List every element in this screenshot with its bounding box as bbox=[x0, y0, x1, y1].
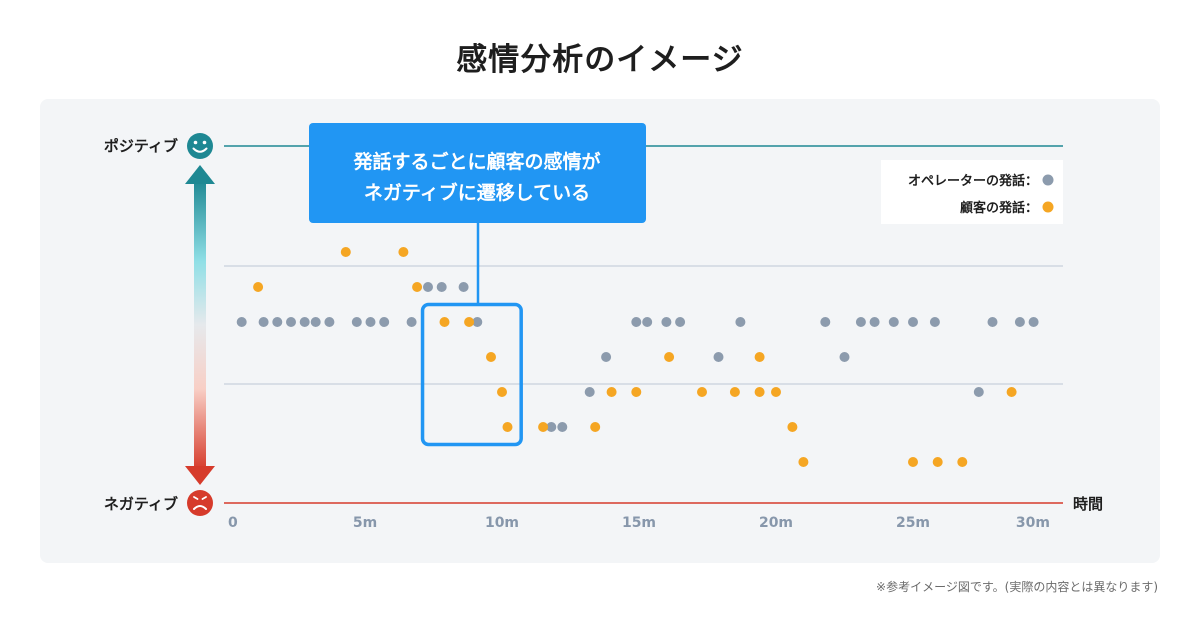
customer-point bbox=[697, 387, 707, 397]
customer-point bbox=[771, 387, 781, 397]
customer-point bbox=[439, 317, 450, 327]
frown-icon bbox=[187, 490, 213, 516]
customer-point bbox=[932, 457, 943, 467]
operator-point bbox=[351, 317, 362, 327]
customer-point bbox=[253, 282, 264, 292]
operator-point bbox=[987, 317, 998, 327]
customer-point bbox=[729, 387, 740, 397]
customer-point bbox=[798, 457, 809, 467]
customer-point bbox=[631, 387, 642, 397]
x-tick-label: 25m bbox=[896, 515, 930, 531]
operator-point bbox=[324, 317, 335, 327]
operator-point bbox=[546, 422, 557, 432]
customer-point bbox=[398, 247, 409, 257]
operator-point bbox=[379, 317, 390, 327]
legend-label-operator: オペレーターの発話： bbox=[908, 173, 1038, 189]
legend-box bbox=[881, 160, 1063, 224]
operator-point bbox=[423, 282, 433, 292]
y-label-positive: ポジティブ bbox=[104, 137, 178, 155]
operator-point bbox=[601, 352, 612, 362]
operator-point bbox=[888, 317, 899, 327]
operator-point bbox=[908, 317, 918, 327]
customer-point bbox=[606, 387, 617, 397]
footnote: ※参考イメージ図です。(実際の内容とは異なります) bbox=[876, 580, 1158, 594]
operator-point bbox=[310, 317, 321, 327]
y-label-negative: ネガティブ bbox=[104, 495, 178, 513]
operator-point bbox=[365, 317, 376, 327]
operator-point bbox=[286, 317, 296, 327]
x-ticks: 0 5m 10m 15m 20m 25m 30m bbox=[228, 515, 1050, 531]
callout-box bbox=[309, 123, 646, 223]
customer-point bbox=[340, 247, 351, 257]
operator-point bbox=[675, 317, 686, 327]
customer-point bbox=[497, 387, 507, 397]
operator-point bbox=[458, 282, 469, 292]
operator-point bbox=[258, 317, 269, 327]
callout: 発話するごとに顧客の感情がネガティブに遷移している bbox=[309, 123, 646, 306]
customer-point bbox=[502, 422, 513, 432]
operator-point bbox=[631, 317, 642, 327]
customer-point bbox=[957, 457, 968, 467]
sentiment-arrow-icon bbox=[185, 165, 215, 485]
operator-point bbox=[272, 317, 283, 327]
operator-point bbox=[973, 387, 984, 397]
legend-swatch-operator bbox=[1042, 174, 1054, 186]
legend-label-customer: 顧客の発話： bbox=[960, 200, 1038, 216]
operator-point bbox=[406, 317, 417, 327]
legend-swatch-customer bbox=[1042, 201, 1054, 213]
operator-point bbox=[1028, 317, 1039, 327]
customer-point bbox=[590, 422, 601, 432]
customer-point bbox=[464, 317, 475, 327]
customer-point bbox=[787, 422, 798, 432]
customer-point bbox=[538, 422, 549, 432]
operator-point bbox=[713, 352, 724, 362]
x-tick-label: 10m bbox=[485, 515, 519, 531]
operator-point bbox=[1014, 317, 1025, 327]
x-tick-label: 0 bbox=[228, 515, 238, 531]
callout-text: 発話するごとに顧客の感情がネガティブに遷移している bbox=[352, 150, 600, 204]
legend: オペレーターの発話： 顧客の発話： bbox=[881, 160, 1063, 224]
highlight-box bbox=[420, 302, 523, 447]
operator-point bbox=[661, 317, 672, 327]
operator-point bbox=[869, 317, 880, 327]
x-axis-label: 時間 bbox=[1073, 495, 1103, 513]
page-title: 感情分析のイメージ bbox=[456, 42, 744, 78]
operator-point bbox=[557, 422, 568, 432]
customer-series bbox=[253, 247, 1017, 467]
x-tick-label: 5m bbox=[353, 515, 377, 531]
operator-point bbox=[584, 387, 595, 397]
customer-point bbox=[664, 352, 675, 362]
operator-point bbox=[839, 352, 850, 362]
operator-point bbox=[472, 317, 483, 327]
smiley-icon bbox=[187, 133, 213, 159]
customer-point bbox=[412, 282, 423, 292]
operator-point bbox=[236, 317, 247, 327]
x-tick-label: 20m bbox=[759, 515, 793, 531]
customer-point bbox=[1006, 387, 1017, 397]
operator-point bbox=[855, 317, 866, 327]
operator-point bbox=[299, 317, 310, 327]
x-tick-label: 30m bbox=[1016, 515, 1050, 531]
operator-point bbox=[929, 317, 940, 327]
customer-point bbox=[908, 457, 918, 467]
x-tick-label: 15m bbox=[622, 515, 656, 531]
operator-point bbox=[642, 317, 653, 327]
operator-point bbox=[735, 317, 746, 327]
customer-point bbox=[486, 352, 496, 362]
operator-point bbox=[820, 317, 831, 327]
gridlines bbox=[224, 265, 1063, 385]
operator-point bbox=[436, 282, 447, 292]
operator-series bbox=[236, 282, 1039, 432]
customer-point bbox=[754, 352, 765, 362]
customer-point bbox=[754, 387, 765, 397]
